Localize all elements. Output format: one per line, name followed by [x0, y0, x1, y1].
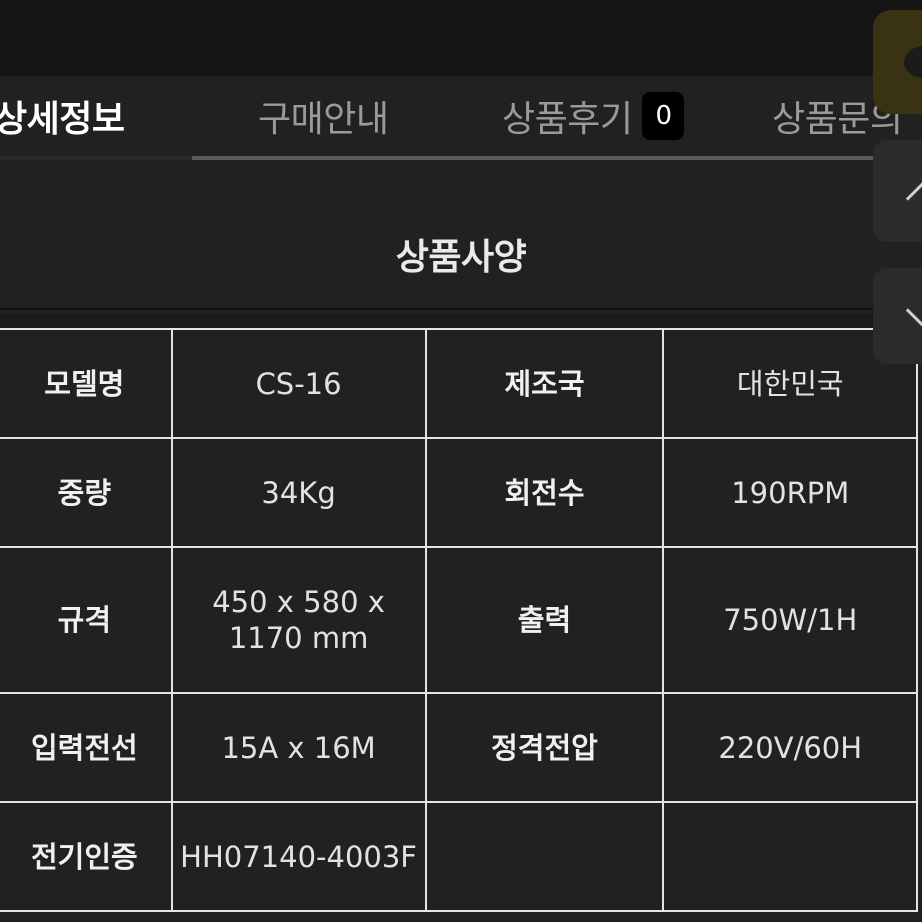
chevron-up-icon [905, 180, 922, 217]
chat-button[interactable] [873, 10, 922, 114]
scroll-down-button[interactable] [873, 268, 922, 364]
spec-value [662, 801, 918, 912]
review-count-badge: 0 [642, 92, 685, 140]
tab-detail-info[interactable]: 상세정보 [0, 76, 125, 156]
chevron-down-icon [905, 292, 922, 329]
spec-value: 34Kg [170, 437, 427, 548]
spec-value: CS-16 [170, 328, 427, 439]
spec-label: 전기인증 [0, 801, 173, 912]
tab-purchase-guide-label: 구매안내 [258, 99, 389, 140]
section-divider-band [0, 314, 922, 328]
spec-label: 모델명 [0, 328, 173, 439]
spec-label: 중량 [0, 437, 173, 548]
tab-reviews[interactable]: 상품후기 0 [502, 76, 685, 156]
spec-value: 220V/60H [662, 692, 918, 803]
spec-row: 규격 450 x 580 x 1170 mm 출력 750W/1H [0, 546, 918, 694]
spec-label: 정격전압 [424, 692, 665, 803]
spec-value: 190RPM [662, 437, 918, 548]
spec-label: 입력전선 [0, 692, 173, 803]
spec-row: 중량 34Kg 회전수 190RPM [0, 437, 918, 548]
chat-bubble-icon [904, 46, 922, 78]
section-title: 상품사양 [395, 237, 527, 278]
spec-row: 입력전선 15A x 16M 정격전압 220V/60H [0, 692, 918, 803]
tab-detail-info-label: 상세정보 [0, 99, 125, 140]
spec-table: 모델명 CS-16 제조국 대한민국 중량 34Kg 회전수 190RPM 규격… [0, 328, 918, 912]
spec-row: 전기인증 HH07140-4003F [0, 801, 918, 912]
top-bar [0, 0, 922, 76]
spec-label: 규격 [0, 546, 173, 694]
spec-row: 모델명 CS-16 제조국 대한민국 [0, 328, 918, 439]
active-tab-indicator [0, 156, 192, 160]
spec-value: 15A x 16M [170, 692, 427, 803]
spec-value: HH07140-4003F [170, 801, 427, 912]
spec-label: 제조국 [424, 328, 665, 439]
spec-label [424, 801, 665, 912]
scroll-up-button[interactable] [873, 140, 922, 242]
tab-purchase-guide[interactable]: 구매안내 [258, 76, 389, 156]
spec-value: 750W/1H [662, 546, 918, 694]
spec-value: 450 x 580 x 1170 mm [170, 546, 427, 694]
tab-bar: 상세정보 구매안내 상품후기 0 상품문의 [0, 76, 922, 160]
spec-label: 회전수 [424, 437, 665, 548]
tab-underline [192, 156, 922, 160]
tab-reviews-label: 상품후기 [502, 99, 633, 140]
section-divider [0, 308, 922, 310]
spec-label: 출력 [424, 546, 665, 694]
